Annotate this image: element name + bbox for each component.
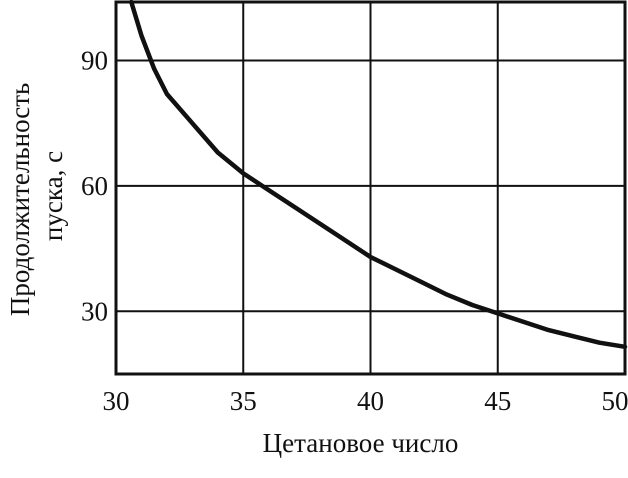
x-axis-label: Цетановое число — [263, 428, 459, 458]
x-tick-label: 50 — [602, 386, 628, 416]
x-tick-label: 30 — [103, 386, 130, 416]
y-axis-label-line-1: Продолжительность — [5, 83, 35, 316]
x-tick-label: 35 — [230, 386, 257, 416]
y-axis-label-line-2: пуска, с — [38, 151, 68, 241]
x-tick-label: 40 — [357, 386, 384, 416]
y-axis-label: Продолжительность пуска, с — [5, 76, 68, 316]
grid-lines — [116, 2, 625, 374]
y-tick-label: 60 — [81, 171, 108, 201]
series-line — [129, 0, 628, 350]
x-tick-label: 45 — [484, 386, 511, 416]
tick-labels: 30 35 40 45 50 30 60 90 — [81, 46, 628, 416]
plot-frame — [114, 0, 627, 376]
y-tick-label: 30 — [81, 296, 108, 326]
y-tick-label: 90 — [81, 46, 108, 76]
